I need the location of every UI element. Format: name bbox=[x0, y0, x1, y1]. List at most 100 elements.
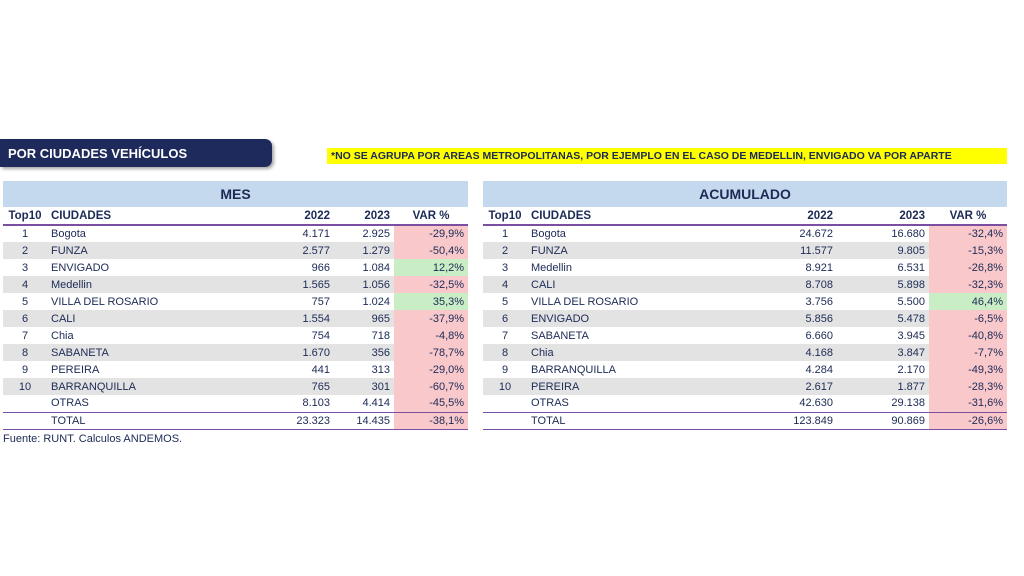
rank-cell: 9 bbox=[501, 363, 509, 376]
var-cell: -15,3% bbox=[929, 242, 1007, 259]
rank-cell: 2 bbox=[3, 242, 47, 259]
section-banner: POR CIUDADES VEHÍCULOS bbox=[0, 139, 272, 167]
value-2022-cell: 2.577 bbox=[217, 242, 334, 259]
var-cell: -4,8% bbox=[394, 327, 469, 344]
value-2023-cell: 313 bbox=[371, 363, 390, 376]
rank-cell: 10 bbox=[3, 378, 47, 395]
table-row: 2 FUNZA 11.577 9.805 -15,3% bbox=[483, 242, 1007, 259]
value-2022-cell: 4.168 bbox=[697, 344, 837, 361]
source-note: Fuente: RUNT. Calculos ANDEMOS. bbox=[3, 433, 183, 445]
total-label: TOTAL bbox=[527, 411, 697, 430]
city-cell: Chia bbox=[527, 344, 697, 361]
rank-cell: 10 bbox=[483, 378, 527, 395]
table-row: 10 BARRANQUILLA 765 301 -60,7% bbox=[3, 378, 469, 395]
city-cell: ENVIGADO bbox=[51, 261, 110, 274]
var-cell: -49,3% bbox=[929, 361, 1007, 378]
var-cell: -6,5% bbox=[929, 310, 1007, 327]
value-2022-cell: 4.171 bbox=[302, 228, 330, 240]
city-cell: Medellin bbox=[47, 276, 217, 293]
rank-cell: 4 bbox=[483, 276, 527, 293]
col-header-2022: 2022 bbox=[217, 207, 334, 226]
table-row: 6 CALI 1.554 965 -37,9% bbox=[3, 310, 469, 327]
var-cell: -29,0% bbox=[394, 361, 469, 378]
city-cell: VILLA DEL ROSARIO bbox=[51, 295, 159, 308]
table-row: 4 Medellin 1.565 1.056 -32,5% bbox=[3, 276, 469, 293]
total-row: TOTAL 123.849 90.869 -26,6% bbox=[483, 411, 1007, 430]
rank-cell: 3 bbox=[21, 261, 29, 274]
table-row: 5 VILLA DEL ROSARIO 757 1.024 35,3% bbox=[3, 293, 469, 310]
value-2022-cell: 1.670 bbox=[217, 344, 334, 361]
table-row: 7 SABANETA 6.660 3.945 -40,8% bbox=[483, 327, 1007, 344]
value-2023-cell: 3.945 bbox=[897, 329, 925, 342]
col-header-top10: Top10 bbox=[3, 207, 47, 226]
var-cell: -40,8% bbox=[929, 327, 1007, 344]
city-cell: BARRANQUILLA bbox=[531, 363, 616, 376]
table-row: 8 Chia 4.168 3.847 -7,7% bbox=[483, 344, 1007, 361]
city-cell: VILLA DEL ROSARIO bbox=[531, 295, 639, 308]
var-cell: -7,7% bbox=[929, 344, 1007, 361]
rank-cell: 4 bbox=[3, 276, 47, 293]
table-row: 4 CALI 8.708 5.898 -32,3% bbox=[483, 276, 1007, 293]
total-2022: 123.849 bbox=[697, 411, 837, 430]
rank-cell: 1 bbox=[21, 228, 29, 240]
value-2023-cell: 301 bbox=[334, 378, 394, 395]
city-cell: ENVIGADO bbox=[527, 310, 697, 327]
value-2022-cell: 8.708 bbox=[697, 276, 837, 293]
total-var: -26,6% bbox=[929, 411, 1007, 430]
value-2022-cell: 1.554 bbox=[217, 310, 334, 327]
value-2023-cell: 1.056 bbox=[334, 276, 394, 293]
table-row: 6 ENVIGADO 5.856 5.478 -6,5% bbox=[483, 310, 1007, 327]
value-2023-cell: 9.805 bbox=[837, 242, 929, 259]
value-2023-cell: 5.478 bbox=[837, 310, 929, 327]
value-2023-cell: 2.925 bbox=[362, 228, 390, 240]
table-row: 3 Medellin 8.921 6.531 -26,8% bbox=[483, 259, 1007, 276]
note-highlight: *NO SE AGRUPA POR AREAS METROPOLITANAS, … bbox=[327, 148, 1007, 164]
value-2023-cell: 1.024 bbox=[362, 295, 390, 308]
rank-cell: 8 bbox=[483, 344, 527, 361]
var-cell: -32,4% bbox=[929, 225, 1007, 242]
value-2023-cell: 1.877 bbox=[837, 378, 929, 395]
total-2023: 14.435 bbox=[334, 411, 394, 430]
value-2023-cell: 1.279 bbox=[334, 242, 394, 259]
acumulado-table: ACUMULADO Top10 CIUDADES 2022 2023 VAR %… bbox=[483, 181, 1007, 430]
rank-cell bbox=[483, 395, 527, 412]
table-row: 2 FUNZA 2.577 1.279 -50,4% bbox=[3, 242, 469, 259]
value-2022-cell: 11.577 bbox=[697, 242, 837, 259]
col-header-ciudades: CIUDADES bbox=[47, 207, 217, 226]
value-2023-cell: 1.084 bbox=[362, 261, 390, 274]
value-2022-cell: 8.921 bbox=[805, 261, 833, 274]
var-cell: -32,3% bbox=[929, 276, 1007, 293]
table-row: 1 Bogota 24.672 16.680 -32,4% bbox=[483, 225, 1007, 242]
value-2023-cell: 5.898 bbox=[837, 276, 929, 293]
rank-cell: 9 bbox=[21, 363, 29, 376]
value-2022-cell: 6.660 bbox=[805, 329, 833, 342]
value-2023-cell: 356 bbox=[334, 344, 394, 361]
table-row: 7 Chia 754 718 -4,8% bbox=[3, 327, 469, 344]
value-2022-cell: 1.565 bbox=[217, 276, 334, 293]
city-cell: CALI bbox=[47, 310, 217, 327]
var-cell: -31,6% bbox=[929, 395, 1007, 412]
rank-cell: 5 bbox=[21, 295, 29, 308]
rank-cell: 2 bbox=[483, 242, 527, 259]
value-2023-cell: 965 bbox=[334, 310, 394, 327]
value-2022-cell: 441 bbox=[311, 363, 330, 376]
acumulado-table-title: ACUMULADO bbox=[483, 181, 1007, 207]
col-header-2023: 2023 bbox=[837, 207, 929, 226]
mes-table-title: MES bbox=[3, 181, 469, 207]
value-2023-cell: 4.414 bbox=[362, 397, 390, 410]
value-2023-cell: 29.138 bbox=[891, 397, 925, 410]
value-2023-cell: 16.680 bbox=[891, 228, 925, 240]
col-header-2023: 2023 bbox=[334, 207, 394, 226]
table-row: OTRAS 42.630 29.138 -31,6% bbox=[483, 395, 1007, 412]
var-cell: -50,4% bbox=[394, 242, 469, 259]
var-cell: -37,9% bbox=[394, 310, 469, 327]
value-2022-cell: 754 bbox=[311, 329, 330, 342]
city-cell: Bogota bbox=[531, 228, 566, 240]
var-cell: 46,4% bbox=[929, 293, 1007, 310]
value-2022-cell: 757 bbox=[311, 295, 330, 308]
city-cell: CALI bbox=[527, 276, 697, 293]
table-row: 10 PEREIRA 2.617 1.877 -28,3% bbox=[483, 378, 1007, 395]
rank-cell: 6 bbox=[483, 310, 527, 327]
table-row: 1 Bogota 4.171 2.925 -29,9% bbox=[3, 225, 469, 242]
city-cell: SABANETA bbox=[47, 344, 217, 361]
